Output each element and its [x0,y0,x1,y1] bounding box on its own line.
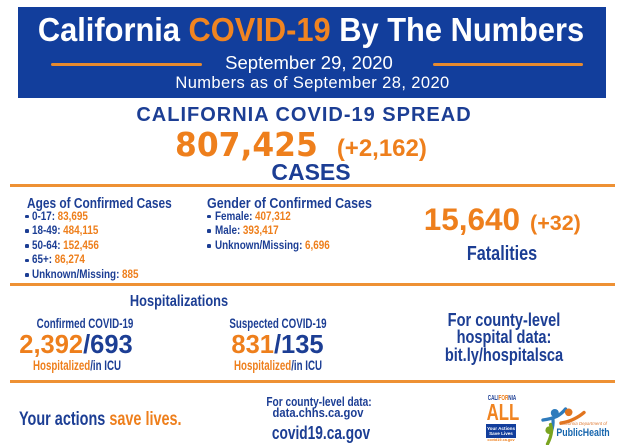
hospitalized-word: Hospitalized [33,357,91,373]
list-item: 0-17: 83,695 [25,210,155,225]
bullet-icon [207,229,211,234]
cdph-name-line: PublicHealth [555,426,610,439]
list-item: Unknown/Missing: 6,696 [207,239,348,254]
fatalities-total: 15,640 [423,201,521,238]
divider-bottom [10,380,615,383]
nia-part: NIA [508,395,517,403]
bullet-icon [25,258,29,263]
suspected-sublabel: Hospitalized/in ICU [233,357,322,373]
separator: / [83,330,91,359]
suspected-hospitalized-count: 831 [231,330,274,359]
gender-value: 393,417 [242,225,279,238]
gender-label: Unknown/Missing: [215,239,303,252]
divider-middle [10,283,615,286]
gender-list: Female: 407,312 Male: 393,417 Unknown/Miss… [207,210,348,254]
bullet-icon [207,243,211,248]
bullet-icon [207,214,211,219]
gender-value: 407,312 [255,210,291,223]
case-count-row: 807,425 (+2,162) [175,128,427,161]
fatalities-delta: (+32) [530,211,581,236]
cases-label: CASES [271,159,351,185]
divider-top [10,184,615,187]
hospitalizations-heading: Hospitalizations [129,292,228,310]
confirmed-hospitalized-count: 2,392 [19,330,84,359]
title-part2: By The Numbers [330,12,585,50]
gender-label: Female: [215,210,253,223]
note-link: bit.ly/hospitalsca [444,345,563,366]
age-label: Unknown/Missing: [31,268,120,281]
list-item: Male: 393,417 [207,224,348,239]
icu-word: /in ICU [90,357,122,373]
county-data-label: For county-level data: [266,394,372,410]
box-line2: Save Lives [489,431,513,436]
list-item: Unknown/Missing: 885 [25,268,155,283]
covid19-site-link: covid19.ca.gov [271,422,370,444]
title-highlight: COVID-19 [188,12,331,50]
gender-value: 6,696 [305,239,330,252]
box-line1: Your Actions [486,425,516,431]
fatalities-count-row: 15,640 (+32) [424,204,581,236]
bullet-icon [25,273,29,277]
new-cases-delta: (+2,162) [336,134,427,162]
title-part1: California [37,12,189,50]
ages-heading: Ages of Confirmed Cases [27,195,172,212]
age-label: 0-17: [31,210,55,223]
cdph-dept-line: California Department of [558,422,607,428]
total-cases: 807,425 [174,124,318,164]
header-banner: California COVID-19 By The Numbers Septe… [18,7,606,98]
date-rule-right [433,63,583,66]
age-label: 65+: [31,254,52,267]
age-label: 50-64: [31,239,61,252]
note-line1: For county-level [447,309,560,330]
confirmed-numbers: 2,392/693 [19,330,133,359]
date-rule-left [51,63,202,66]
tagline-blue: Your actions [19,407,110,430]
bullet-icon [25,229,29,234]
list-item: Female: 407,312 [207,210,348,225]
gender-label: Male: [215,225,241,238]
tagline-orange: save lives. [109,407,182,430]
cali-part: CALI [487,395,499,403]
age-value: 152,456 [62,239,99,252]
icu-word: /in ICU [290,357,322,373]
list-item: 50-64: 152,456 [25,239,155,254]
suspected-numbers: 831/135 [231,330,324,359]
for-part: FOR [498,395,509,403]
list-item: 18-49: 484,115 [25,224,155,239]
hospitalized-word: Hospitalized [233,357,291,373]
cdph-figures-icon [541,407,586,445]
fatalities-label: Fatalities [466,242,538,266]
california-word: CALIFORNIA [488,395,517,402]
spread-heading: CALIFORNIA COVID-19 SPREAD [136,103,472,126]
suspected-icu-count: 135 [281,330,324,359]
bullet-icon [25,243,29,248]
all-word: ALL [486,399,520,426]
actions-box: Your Actions Save Lives [486,424,516,438]
ages-list: 0-17: 83,695 18-49: 484,115 50-64: 152,456 … [25,210,155,283]
suspected-label: Suspected COVID-19 [228,315,327,331]
confirmed-sublabel: Hospitalized/in ICU [33,357,122,373]
page-title: California COVID-19 By The Numbers [38,14,584,48]
county-data-link: data.chhs.ca.gov [272,406,364,421]
age-value: 83,695 [57,210,88,223]
age-value: 885 [121,268,139,281]
report-date: September 29, 2020 [225,52,393,74]
gender-heading: Gender of Confirmed Cases [206,195,372,212]
confirmed-icu-count: 693 [90,330,133,359]
as-of-date: Numbers as of September 28, 2020 [175,73,450,92]
age-value: 484,115 [62,225,99,238]
list-item: 65+: 86,274 [25,253,155,268]
box-sub-link: covid19.ca.gov [487,437,515,442]
age-value: 86,274 [54,254,85,267]
age-label: 18-49: [31,225,61,238]
tagline: Your actions save lives. [19,407,182,430]
confirmed-label: Confirmed COVID-19 [36,315,133,331]
county-hospital-note: For county-level hospital data: bit.ly/h… [444,309,563,366]
note-line2: hospital data: [456,327,551,348]
separator: / [273,330,282,359]
bullet-icon [25,214,29,219]
